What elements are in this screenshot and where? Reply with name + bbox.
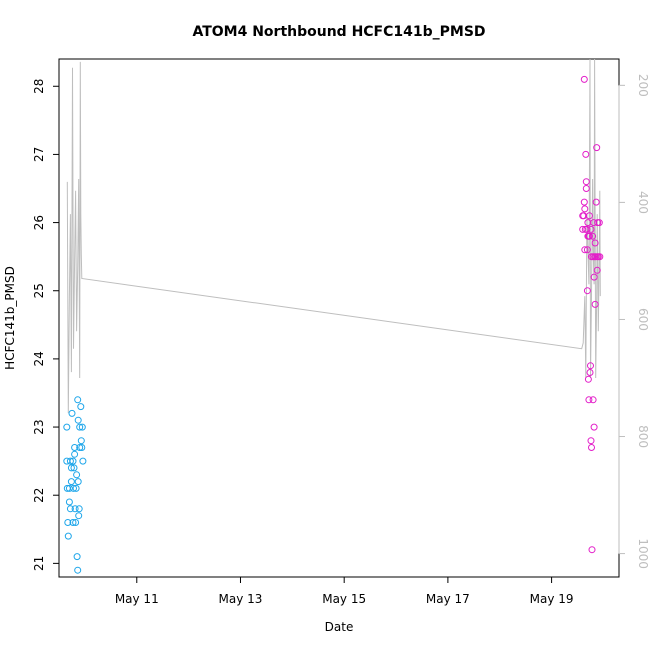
data-point [596, 253, 604, 261]
x-tick-label: May 17 [426, 592, 470, 606]
series-line-2 [66, 58, 601, 414]
data-point [585, 212, 593, 220]
data-point [588, 444, 595, 451]
data-point [593, 266, 601, 274]
data-point [582, 185, 590, 192]
data-point [75, 505, 83, 513]
y2-tick-label: 600 [636, 308, 650, 331]
data-point [586, 369, 594, 376]
data-point [74, 478, 82, 486]
data-point [67, 464, 75, 472]
data-point [64, 519, 72, 526]
data-point [587, 437, 595, 445]
data-point [72, 519, 80, 526]
data-point [67, 478, 75, 486]
data-point [71, 505, 79, 513]
data-point [581, 246, 589, 254]
data-point [76, 444, 84, 451]
axis-layer: May 11 May 13 May 15 May 17 May 19 21 22 23 24 25… [32, 74, 650, 606]
data-point [77, 403, 85, 411]
data-point [64, 532, 72, 540]
series-layer [63, 58, 604, 574]
data-point [593, 144, 601, 152]
data-point [78, 423, 86, 431]
y-tick-label: 27 [32, 147, 46, 162]
y-tick-label: 23 [32, 419, 46, 434]
data-point [584, 375, 592, 383]
data-point [585, 396, 593, 404]
data-point [587, 362, 594, 370]
x-tick-label: May 13 [219, 592, 263, 606]
data-point [580, 198, 588, 206]
data-point [75, 512, 83, 520]
y2-tick-label: 200 [636, 74, 650, 97]
data-point [74, 566, 82, 574]
y2-tick-label: 400 [636, 191, 650, 214]
data-point [587, 225, 595, 233]
data-point [65, 484, 73, 492]
y2-tick-label: 800 [636, 425, 650, 448]
data-point [589, 232, 597, 240]
y-axis-label: HCFC141b_PMSD [3, 266, 17, 370]
data-point [77, 437, 85, 445]
y-tick-label: 21 [32, 556, 46, 571]
data-point [583, 287, 591, 295]
plot-frame [58, 58, 620, 578]
data-point [69, 519, 77, 526]
y2-tick-label: 1000 [636, 538, 650, 569]
y-tick-label: 24 [32, 351, 46, 366]
data-point [69, 457, 77, 465]
data-point [590, 423, 598, 431]
data-point [583, 246, 591, 254]
data-point [71, 444, 79, 451]
data-point [68, 409, 76, 417]
data-point [580, 75, 588, 83]
data-point [70, 484, 77, 492]
data-point [582, 178, 590, 186]
data-point [579, 225, 587, 233]
data-point [76, 423, 84, 431]
data-point [585, 232, 593, 240]
y-tick-label: 26 [32, 215, 46, 230]
data-point [590, 273, 598, 281]
data-point [78, 444, 86, 451]
data-point [79, 457, 87, 465]
data-point [70, 464, 78, 472]
data-point [73, 553, 81, 561]
data-point [71, 450, 79, 458]
data-point [74, 416, 82, 424]
data-point [589, 396, 597, 404]
data-point [588, 546, 596, 554]
data-point [74, 396, 82, 404]
data-point [65, 498, 73, 506]
chart-title: ATOM4 Northbound HCFC141b_PMSD [192, 24, 485, 40]
y-tick-label: 25 [32, 283, 46, 298]
data-point [72, 484, 80, 492]
data-point [66, 457, 74, 465]
data-point [595, 219, 603, 227]
data-point [591, 239, 599, 247]
data-point [63, 423, 71, 431]
x-tick-label: May 15 [322, 592, 366, 606]
y-tick-label: 28 [32, 79, 46, 94]
data-point [592, 198, 600, 206]
y-tick-label: 22 [32, 488, 46, 503]
data-point [582, 150, 590, 158]
data-point [591, 300, 599, 308]
x-axis-label: Date [325, 620, 354, 634]
data-point [73, 471, 81, 479]
data-point [66, 505, 74, 513]
x-tick-label: May 11 [115, 592, 159, 606]
data-point [581, 205, 589, 213]
data-point [583, 225, 591, 233]
x-tick-label: May 19 [530, 592, 574, 606]
